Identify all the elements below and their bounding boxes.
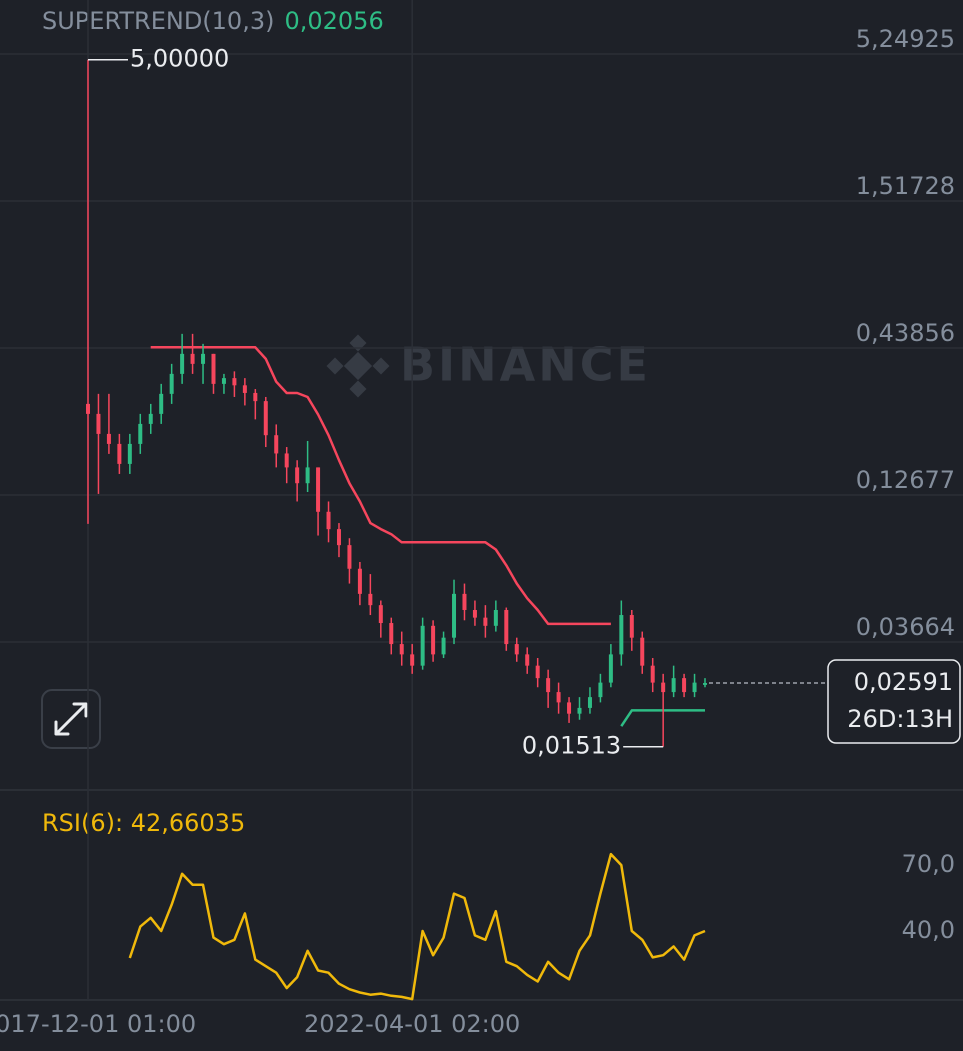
candle-body xyxy=(378,605,383,624)
last-price-box xyxy=(827,659,961,744)
candle-body xyxy=(127,443,132,464)
y-tick-label: 40,0 xyxy=(902,916,955,944)
indicator-value: 0,02056 xyxy=(284,7,383,35)
candle-body xyxy=(221,378,226,384)
candle-body xyxy=(525,654,530,666)
indicator-title: SUPERTREND(10,3) xyxy=(42,7,274,35)
candle-body xyxy=(190,353,195,364)
rsi-title: RSI(6): 42,66035 xyxy=(42,809,245,837)
candle-body xyxy=(692,682,697,693)
candle-body xyxy=(357,568,362,594)
candle-body xyxy=(399,644,404,655)
candle-body xyxy=(169,373,174,394)
candle-body xyxy=(86,403,90,414)
y-tick-label: 0,03664 xyxy=(856,613,955,641)
candle-body xyxy=(253,392,258,402)
candle-body xyxy=(232,378,237,386)
candle-body xyxy=(410,654,415,666)
candle-body xyxy=(619,615,624,655)
candle-body xyxy=(514,644,519,655)
candle-body xyxy=(452,593,457,638)
supertrend-down xyxy=(150,346,611,626)
candle-body xyxy=(201,353,206,364)
candle-body xyxy=(96,413,101,434)
candle-body xyxy=(598,682,603,698)
expand-icon[interactable] xyxy=(54,702,88,736)
y-tick-label: 70,0 xyxy=(902,850,955,878)
candle-body xyxy=(389,623,394,645)
candle-body xyxy=(211,353,216,384)
candle-body xyxy=(159,393,164,414)
candle-body xyxy=(420,625,425,666)
watermark: BINANCE xyxy=(400,338,651,392)
low-label: 0,01513 xyxy=(522,732,621,760)
candle-body xyxy=(316,467,321,512)
candle-body xyxy=(305,467,310,484)
countdown: 26D:13H xyxy=(847,705,953,733)
y-tick-label: 5,24925 xyxy=(856,25,955,53)
y-tick-label: 1,51728 xyxy=(856,172,955,200)
candle-body xyxy=(368,593,373,606)
candle-body xyxy=(263,401,268,436)
candle-body xyxy=(556,692,561,703)
high-label: 5,00000 xyxy=(130,45,229,73)
candle-body xyxy=(148,413,153,424)
candle-body xyxy=(106,433,111,444)
candle-body xyxy=(567,702,572,714)
candle-body xyxy=(295,467,300,484)
rsi-line xyxy=(128,852,706,1001)
candle-body xyxy=(138,423,143,444)
candle-body xyxy=(535,665,540,679)
candle-body xyxy=(650,665,655,683)
y-tick-label: 0,12677 xyxy=(856,466,955,494)
expand-button[interactable] xyxy=(41,689,101,749)
candle-body xyxy=(284,453,289,468)
candle-body xyxy=(336,529,341,546)
candle-body xyxy=(608,654,613,683)
candle-body xyxy=(462,593,467,610)
candle-body xyxy=(431,625,436,655)
y-tick-label: 0,43856 xyxy=(856,319,955,347)
candle-body xyxy=(326,511,331,530)
candle-body xyxy=(577,707,582,714)
candle-body xyxy=(629,615,634,638)
candle-body xyxy=(661,682,666,693)
candle-body xyxy=(472,609,477,618)
x-tick-label: 2022-04-01 02:00 xyxy=(304,1010,520,1038)
candle-body xyxy=(493,609,498,626)
candle-body xyxy=(347,545,352,569)
candle-body xyxy=(483,617,488,626)
candle-body xyxy=(640,637,645,666)
candle-body xyxy=(682,678,687,693)
candle-body xyxy=(703,683,707,685)
candle-body xyxy=(504,609,509,645)
candle-body xyxy=(441,637,446,655)
candle-body xyxy=(274,435,279,454)
candle-body xyxy=(242,385,247,393)
candle-body xyxy=(117,443,122,464)
candle-body xyxy=(671,678,676,693)
candle-body xyxy=(180,353,185,374)
x-tick-label: 2017-12-01 01:00 xyxy=(0,1010,196,1038)
last-price-label: 0,02591 xyxy=(854,668,953,696)
candle-body xyxy=(587,697,592,708)
candle-body xyxy=(546,678,551,693)
